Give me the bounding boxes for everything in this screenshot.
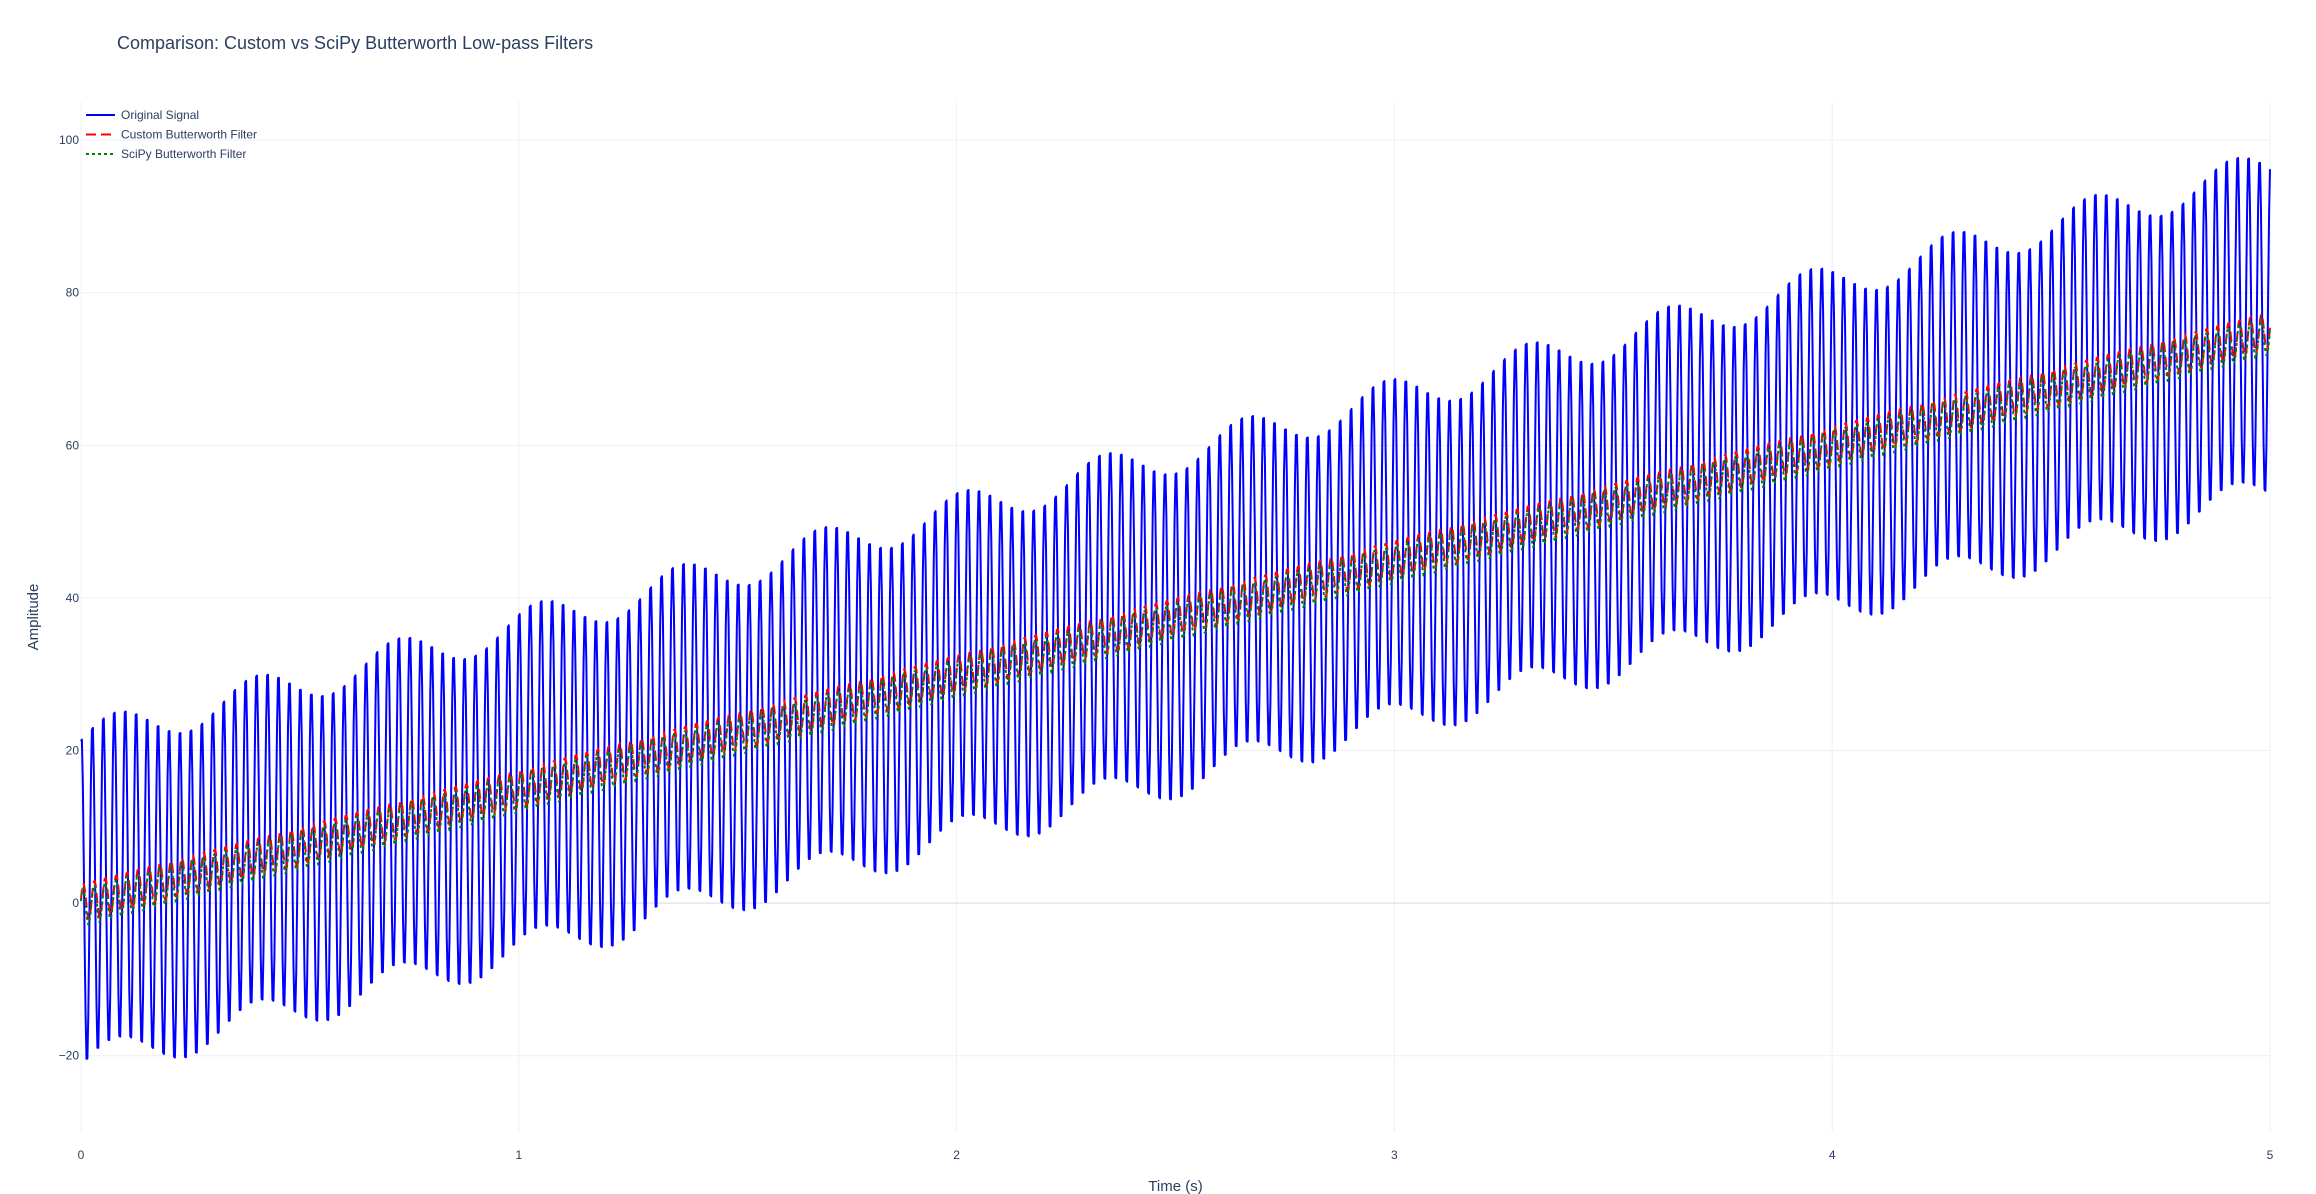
legend-label-custom: Custom Butterworth Filter — [121, 128, 257, 142]
x-tick-label: 0 — [78, 1148, 85, 1162]
x-axis-title: Time (s) — [1148, 1178, 1202, 1194]
y-tick-label: 0 — [72, 896, 79, 910]
y-tick-label: 100 — [59, 133, 79, 147]
legend-label-original: Original Signal — [121, 108, 199, 122]
y-axis-title: Amplitude — [25, 584, 42, 651]
series-line-scipy — [80, 318, 2271, 926]
y-tick-label: 80 — [66, 286, 80, 300]
x-tick-label: 1 — [515, 1148, 522, 1162]
y-tick-label: 20 — [66, 744, 80, 758]
x-tick-label: 2 — [953, 1148, 960, 1162]
y-tick-label: −20 — [59, 1049, 80, 1063]
y-tick-label: 60 — [66, 438, 80, 452]
x-tick-label: 3 — [1391, 1148, 1398, 1162]
series-line-custom — [80, 313, 2271, 921]
x-tick-label: 4 — [1829, 1148, 1836, 1162]
chart-title: Comparison: Custom vs SciPy Butterworth … — [117, 33, 594, 53]
series-line-original — [80, 156, 2271, 1060]
legend-label-scipy: SciPy Butterworth Filter — [121, 147, 246, 161]
x-tick-label: 5 — [2267, 1148, 2274, 1162]
y-tick-label: 40 — [66, 591, 80, 605]
